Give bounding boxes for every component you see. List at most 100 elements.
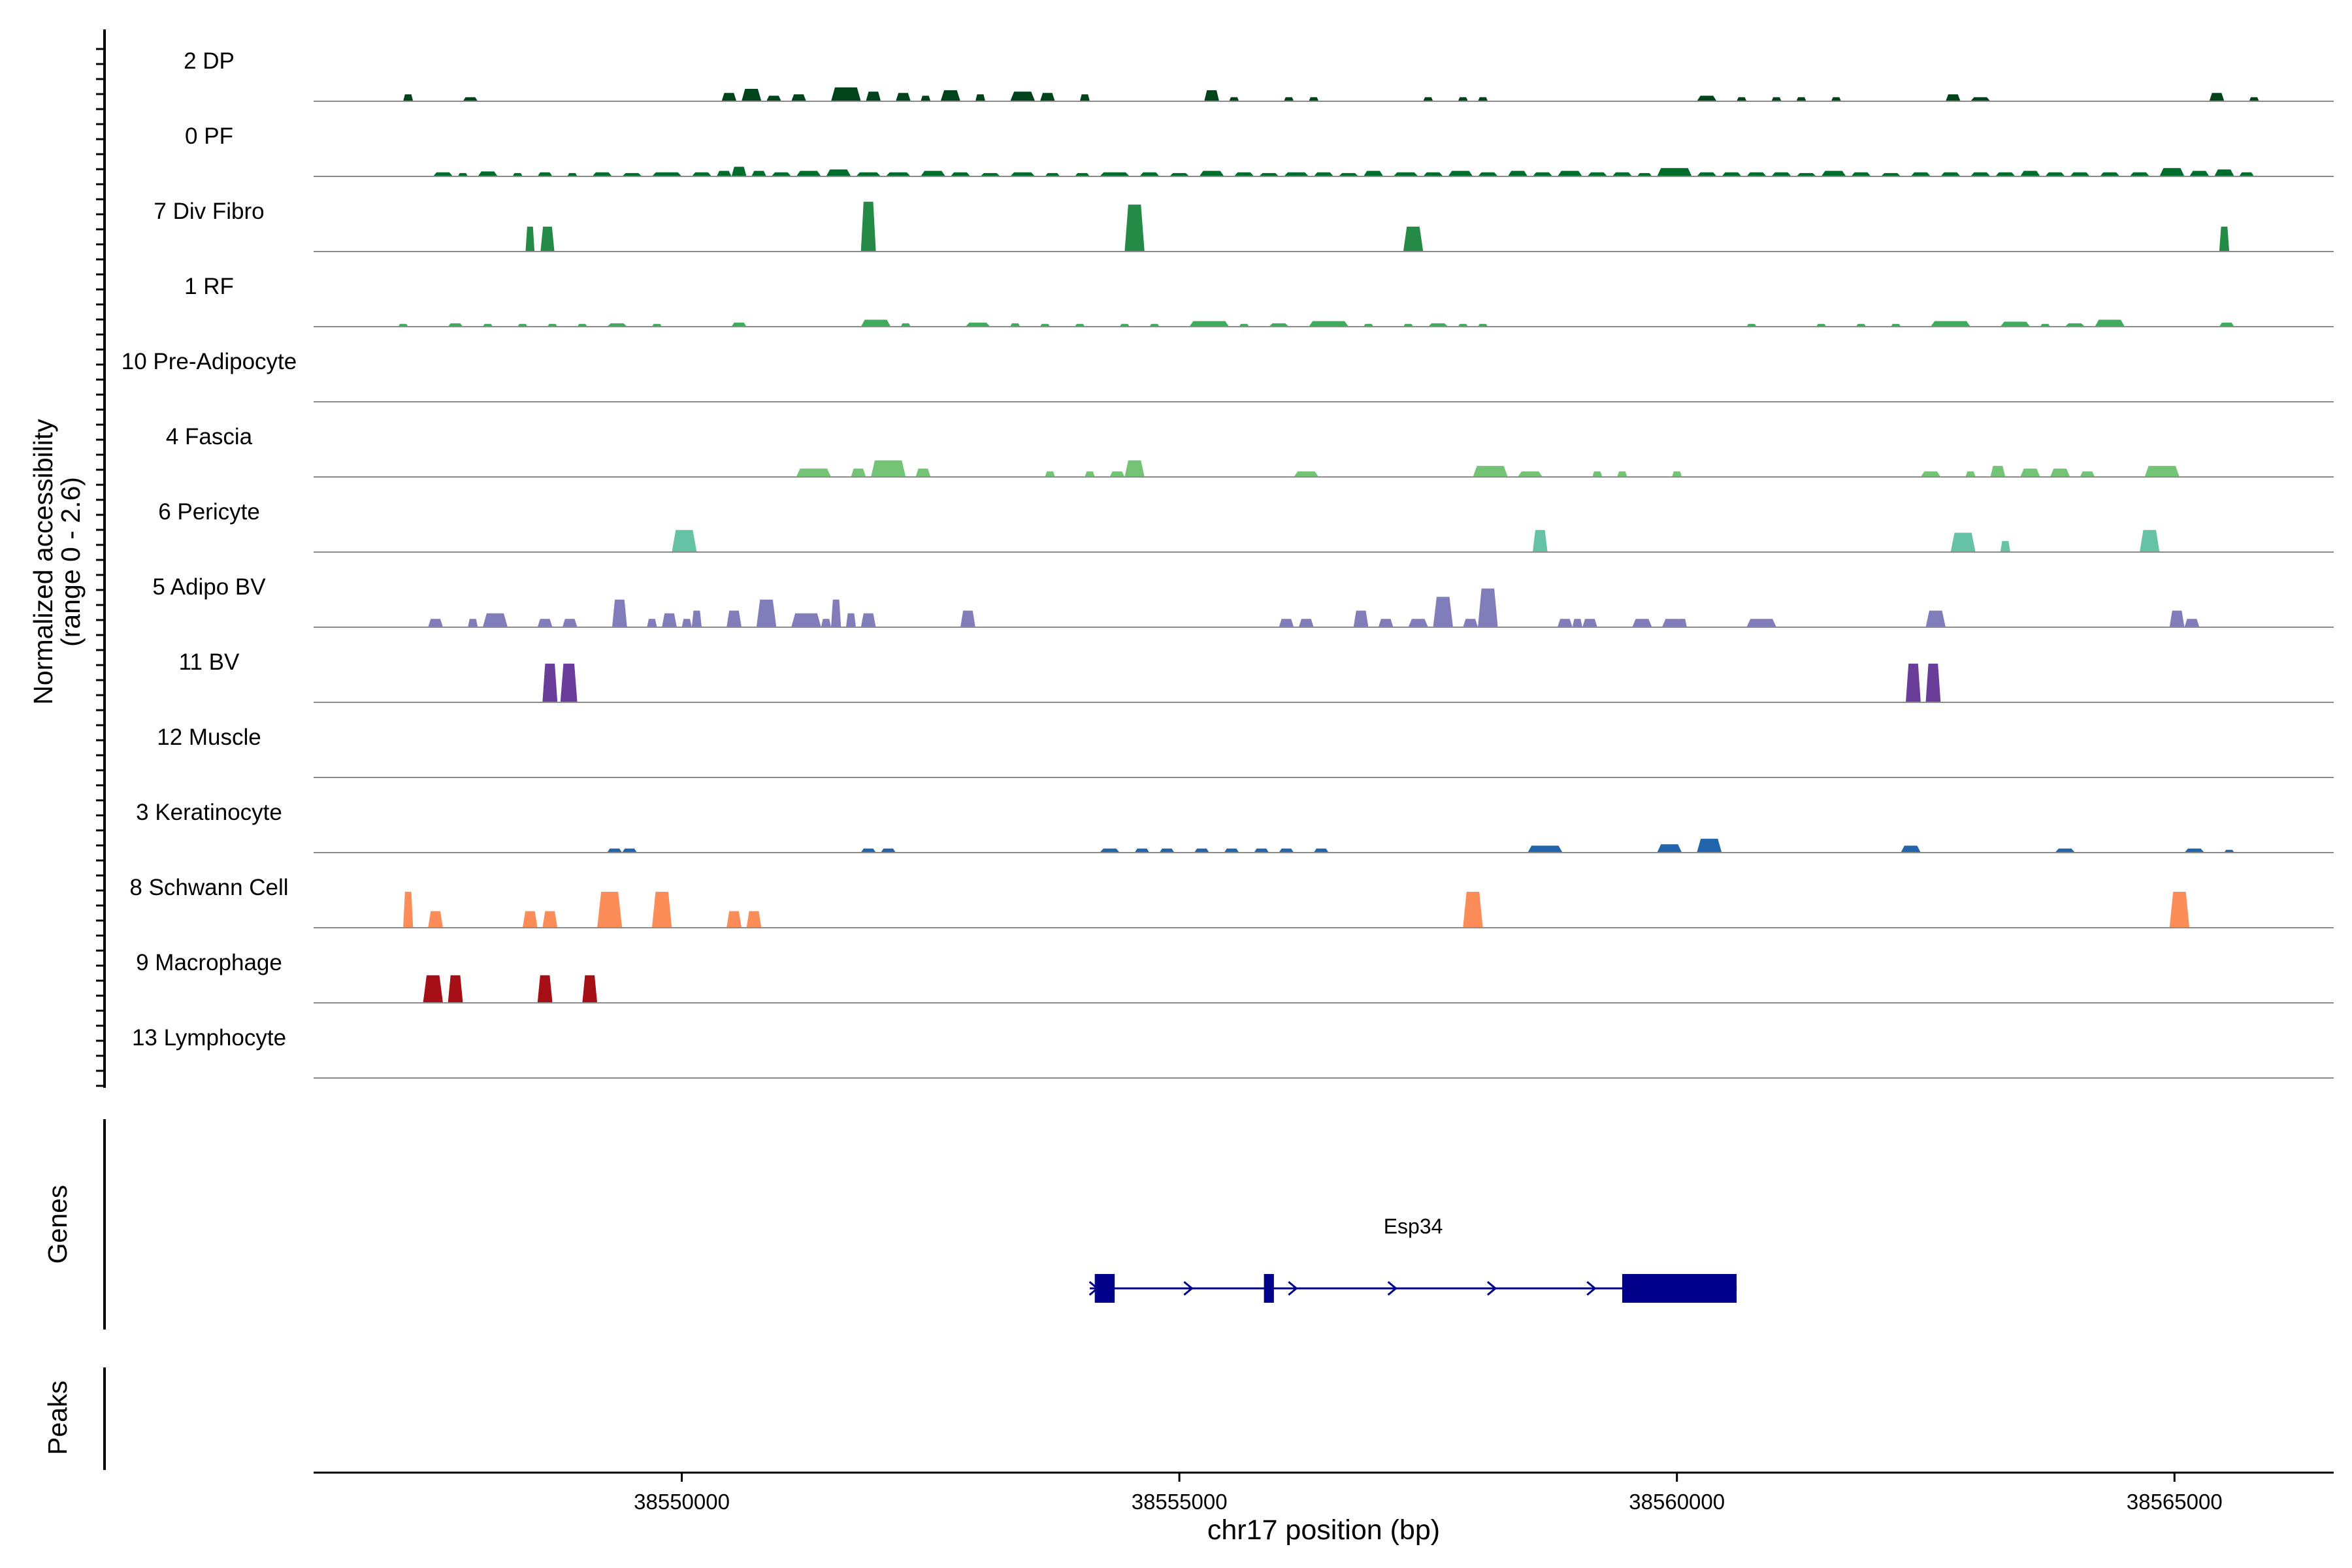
coverage-peak (2209, 93, 2225, 101)
coverage-peak (1920, 471, 1941, 477)
accessibility-y-axis (96, 29, 106, 1088)
coverage-peak (2214, 169, 2234, 176)
coverage-peak (463, 97, 478, 101)
coverage-peak (1298, 619, 1314, 627)
genes-panel-label: Genes (42, 1185, 73, 1264)
coverage-peak (940, 90, 960, 101)
coverage-peak (2184, 848, 2204, 853)
track-label: 9 Macrophage (136, 950, 282, 975)
coverage-peak (2189, 171, 2210, 176)
coverage-peak (742, 89, 762, 101)
coverage-peak (1423, 97, 1433, 101)
coverage-peak (2000, 541, 2010, 552)
coverage-peak (403, 892, 414, 928)
coverage-peak (1224, 848, 1239, 853)
coverage-peak (921, 95, 931, 101)
coverage-peak (567, 172, 578, 176)
coverage-peak (1970, 172, 1991, 176)
coverage-peak (562, 619, 578, 627)
coverage-peak (2020, 171, 2040, 176)
coverage-peak (1353, 610, 1369, 627)
track-label: 6 Pericyte (158, 499, 260, 525)
coverage-peak (2000, 321, 2031, 327)
track-label: 8 Schwann Cell (129, 875, 288, 900)
x-axis-label: chr17 position (bp) (1207, 1514, 1440, 1546)
coverage-peak (1363, 323, 1374, 327)
coverage-peak (1612, 172, 1633, 176)
coverage-peak (885, 172, 911, 176)
coverage-peak (881, 848, 896, 853)
coverage-peak (1771, 97, 1782, 101)
coverage-peak (1119, 323, 1130, 327)
coverage-peak (622, 848, 637, 853)
coverage-peak (592, 172, 612, 176)
coverage-peak (731, 167, 747, 176)
coverage-peak (860, 848, 876, 853)
coverage-peak (1722, 172, 1742, 176)
coverage-peak (1637, 172, 1652, 176)
coverage-peak (960, 610, 975, 627)
coverage-peak (1378, 619, 1394, 627)
strand-arrow (1387, 1281, 1397, 1296)
coverage-peak (1473, 466, 1508, 477)
coverage-peak (1039, 323, 1051, 327)
coverage-peak (1338, 172, 1359, 176)
coverage-peak (1189, 321, 1230, 327)
coverage-peak (1448, 171, 1473, 176)
track-5-adipo-bv: 5 Adipo BV (152, 574, 2334, 628)
coverage-peak (2020, 468, 2040, 477)
coverage-peak (856, 172, 881, 176)
coverage-peak (582, 975, 598, 1003)
coverage-peak (560, 663, 578, 702)
coverage-peak (2224, 849, 2234, 853)
coverage-peak (522, 911, 538, 928)
coverage-peak (1010, 323, 1021, 327)
coverage-peak (1672, 471, 1682, 477)
coverage-peak (2249, 97, 2259, 101)
coverage-peak (662, 613, 677, 627)
coverage-peak (727, 610, 742, 627)
coverage-peak (1433, 596, 1453, 627)
coverage-peak (1518, 471, 1543, 477)
coverage-peak (1124, 460, 1145, 477)
coverage-peak (1478, 323, 1488, 327)
coverage-peak (647, 619, 657, 627)
coverage-peak (766, 95, 781, 101)
coverage-peak (1507, 171, 1528, 176)
track-12-muscle: 12 Muscle (157, 725, 2334, 778)
coverage-peak (691, 172, 712, 176)
coverage-peak (482, 323, 493, 327)
coverage-peak (1428, 323, 1448, 327)
coverage-peak (1463, 619, 1478, 627)
track-label: 2 DP (184, 48, 235, 74)
coverage-peak (1746, 172, 1767, 176)
coverage-peak (2169, 610, 2185, 627)
coverage-peak (1940, 172, 1961, 176)
coverage-peak (537, 619, 553, 627)
track-label: 4 Fascia (166, 424, 253, 449)
coverage-peak (727, 911, 742, 928)
coverage-peak (1661, 619, 1682, 627)
coverage-peak (2239, 172, 2255, 176)
track-6-pericyte: 6 Pericyte (158, 499, 2334, 553)
coverage-peak (1269, 323, 1289, 327)
coverage-peak (1254, 848, 1269, 853)
coverage-peak (1592, 471, 1603, 477)
gene-exon (1622, 1274, 1737, 1303)
x-tick-label: 38550000 (634, 1490, 730, 1514)
coverage-peak (672, 530, 697, 552)
coverage-peak (1925, 663, 1941, 702)
coverage-peak (2055, 848, 2075, 853)
track-label: 11 BV (179, 649, 240, 675)
strand-arrow (1486, 1281, 1497, 1296)
coverage-peak (1906, 663, 1921, 702)
coverage-peak (1950, 532, 1976, 552)
coverage-peak (1587, 172, 1608, 176)
coverage-peak (2219, 226, 2230, 252)
coverage-peak (1796, 97, 1806, 101)
coverage-peak (1816, 323, 1827, 327)
coverage-peak (512, 172, 523, 176)
coverage-peak (746, 911, 762, 928)
gene-label: Esp34 (1384, 1215, 1443, 1238)
coverage-peak (1676, 619, 1687, 627)
